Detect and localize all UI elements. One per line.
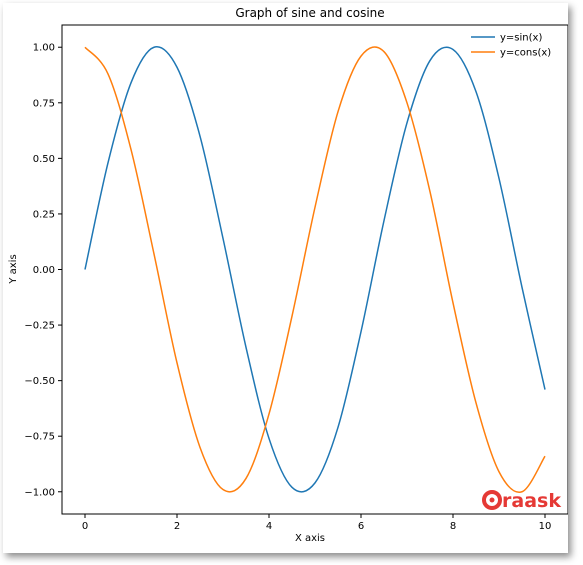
x-tick-label: 8 — [450, 521, 456, 532]
y-axis-label: Y axis — [8, 254, 19, 284]
data-point — [245, 478, 247, 480]
data-point — [383, 220, 385, 222]
x-axis-label: X axis — [295, 533, 325, 544]
watermark-text: raask — [502, 490, 561, 512]
data-point — [337, 427, 339, 429]
legend-label: y=cons(x) — [500, 48, 551, 59]
data-point — [107, 73, 109, 75]
y-tick-label: 0.00 — [33, 265, 55, 276]
data-point — [245, 347, 247, 349]
data-point — [452, 302, 454, 304]
data-point — [521, 286, 523, 288]
data-point — [268, 413, 270, 415]
data-point — [383, 51, 385, 53]
x-tick-label: 4 — [266, 521, 272, 532]
data-point — [84, 46, 86, 48]
data-point — [429, 60, 431, 62]
data-point — [153, 46, 155, 48]
legend: y=sin(x) y=cons(x) — [471, 33, 551, 59]
data-point — [199, 135, 201, 137]
series-line-sin — [84, 45, 546, 493]
data-point — [314, 206, 316, 208]
data-point — [130, 149, 132, 151]
x-tick-label: 0 — [82, 521, 88, 532]
data-point — [360, 331, 362, 333]
data-point — [360, 55, 362, 57]
data-point — [475, 91, 477, 93]
figure-frame: Graph of sine and cosine 0 2 4 6 8 10 1.00 0.75… — [3, 3, 568, 553]
y-tick-label: −1.00 — [24, 487, 55, 498]
data-point — [498, 471, 500, 473]
data-point — [337, 111, 339, 113]
watermark-logo: raask — [482, 490, 561, 512]
data-point — [406, 122, 408, 124]
data-point — [130, 82, 132, 84]
watermark-logo-icon — [482, 490, 502, 510]
data-point — [84, 269, 86, 271]
y-tick-label: 0.50 — [33, 154, 55, 165]
watermark-logo-dot — [489, 497, 495, 503]
x-tick-label: 2 — [174, 521, 180, 532]
y-tick-label: −0.75 — [24, 432, 55, 443]
y-tick-label: −0.50 — [24, 376, 55, 387]
data-point — [153, 253, 155, 255]
data-point — [406, 102, 408, 104]
data-point — [222, 238, 224, 240]
data-point — [268, 438, 270, 440]
y-tick-label: 0.75 — [33, 98, 55, 109]
data-point — [544, 389, 546, 391]
data-point — [291, 487, 293, 489]
data-point — [176, 362, 178, 364]
ticks-layer: 0 2 4 6 8 10 1.00 0.75 0.50 0.25 0.00 −0.25 −0.50 −0.… — [24, 43, 551, 532]
plot-area — [61, 24, 568, 515]
series-layer — [84, 45, 546, 494]
data-point — [199, 447, 201, 449]
data-point — [291, 315, 293, 317]
chart-svg: Graph of sine and cosine 0 2 4 6 8 10 1.00 0.75… — [8, 6, 568, 544]
data-point — [498, 178, 500, 180]
data-point — [452, 49, 454, 51]
y-tick-label: 0.25 — [33, 209, 55, 220]
data-point — [314, 482, 316, 484]
y-tick-label: 1.00 — [33, 43, 55, 54]
x-tick-label: 10 — [539, 521, 552, 532]
series-line-cos — [84, 46, 546, 494]
data-point — [176, 66, 178, 68]
legend-label: y=sin(x) — [500, 33, 542, 44]
data-point — [222, 489, 224, 491]
chart-title: Graph of sine and cosine — [235, 6, 384, 20]
y-tick-label: −0.25 — [24, 321, 55, 332]
data-point — [544, 455, 546, 457]
data-point — [475, 402, 477, 404]
x-tick-label: 6 — [358, 521, 364, 532]
data-point — [429, 191, 431, 193]
data-point — [107, 162, 109, 164]
